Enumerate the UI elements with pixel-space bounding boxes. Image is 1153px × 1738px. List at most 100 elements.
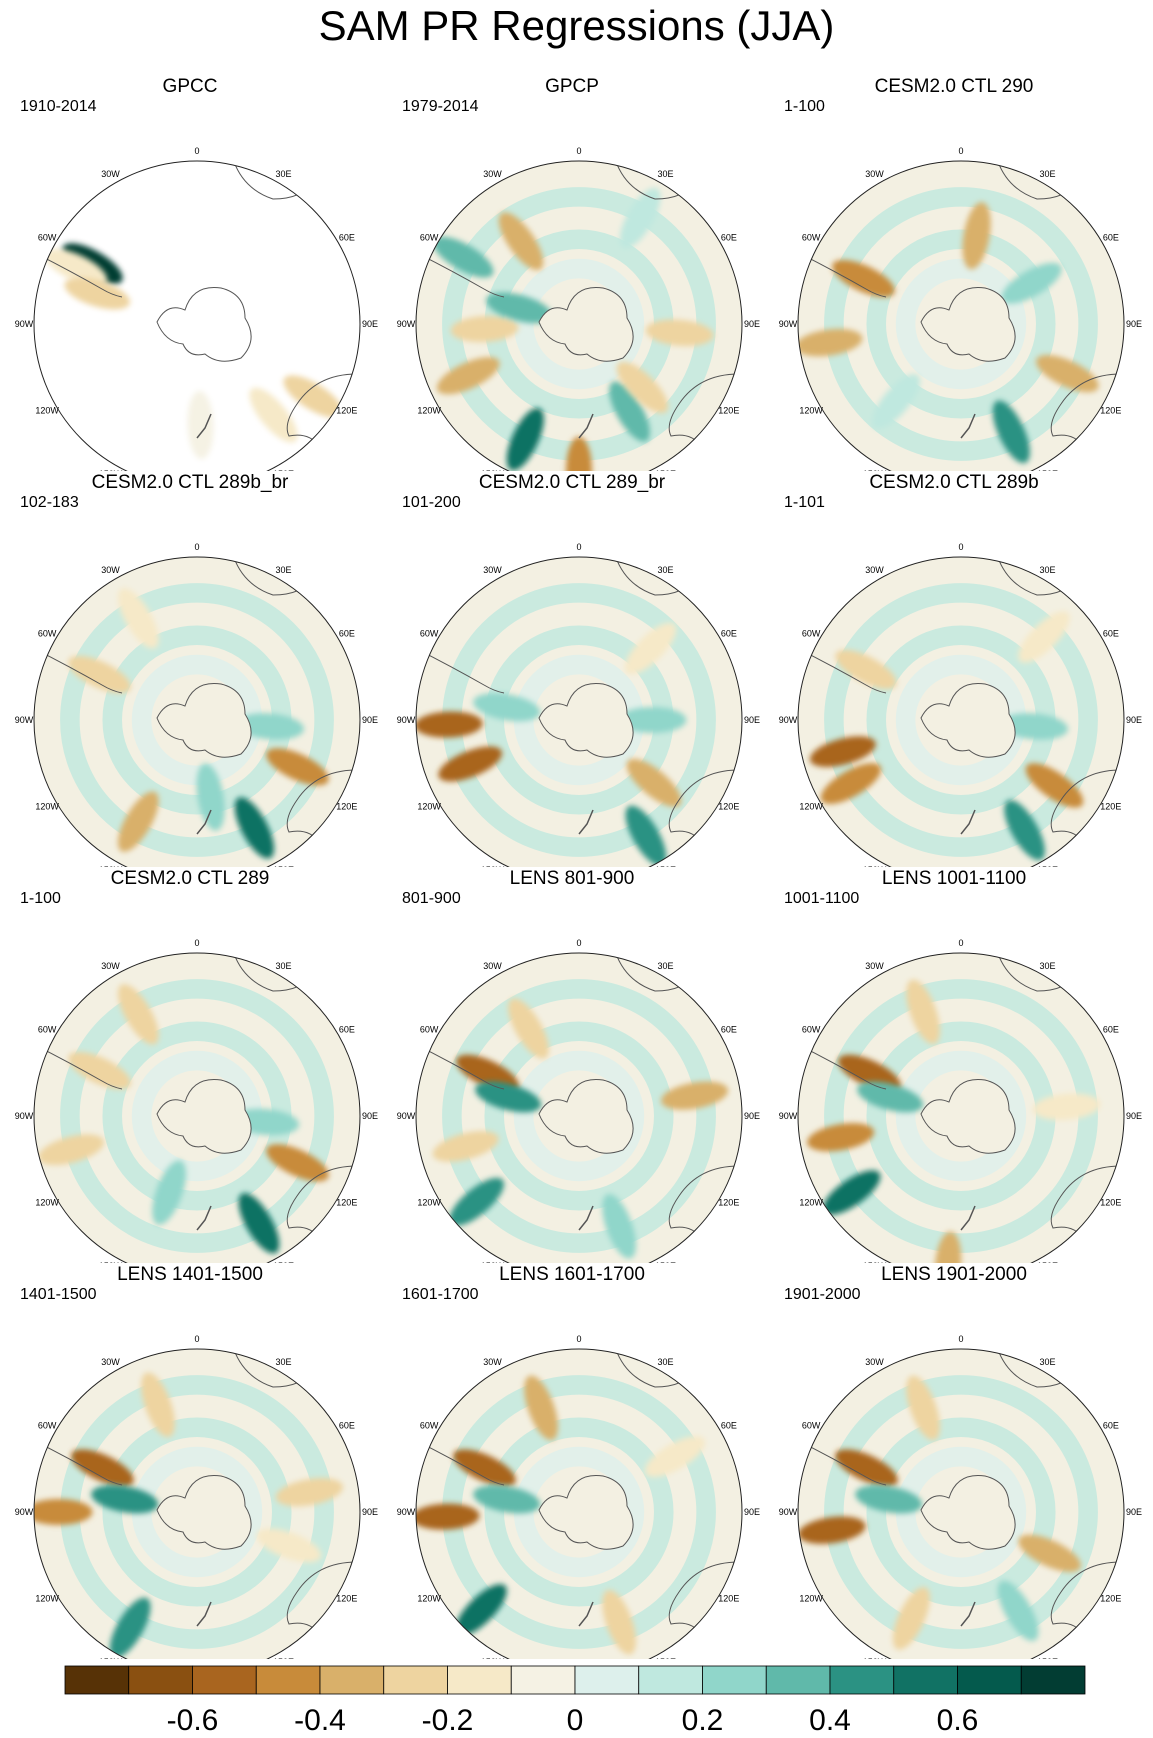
anomaly-patch: [602, 1590, 637, 1655]
map-panel: 030E60E90E120E150E180150W120W90W60W30WGP…: [0, 76, 380, 471]
south-america-outline: [798, 1436, 887, 1486]
antarctica-outline: [920, 1078, 1016, 1154]
longitude-label: 120W: [35, 1198, 59, 1208]
anomaly-patch: [91, 1485, 159, 1514]
anomaly-patch: [892, 1587, 930, 1650]
longitude-label: 0: [576, 1334, 581, 1344]
longitude-label: 120E: [336, 406, 357, 416]
new-zealand-outline: [578, 1601, 594, 1627]
antarctica-outline: [538, 1474, 634, 1550]
anomaly-band: [60, 979, 334, 1253]
anomaly-patch: [809, 736, 876, 767]
longitude-label: 120W: [35, 802, 59, 812]
anomaly-patch: [34, 1499, 93, 1525]
anomaly-patch: [68, 1051, 131, 1090]
south-america-outline: [34, 644, 123, 694]
anomaly-patch: [857, 1081, 924, 1113]
longitude-label: 90W: [397, 1507, 416, 1517]
longitude-label: 60E: [339, 233, 355, 243]
longitude-label: 0: [576, 542, 581, 552]
longitude-label: 30E: [657, 1357, 673, 1367]
longitude-label: 60E: [1103, 1421, 1119, 1431]
longitude-label: 60E: [1103, 629, 1119, 639]
longitude-label: 150E: [1037, 1261, 1058, 1263]
panel-title: CESM2.0 CTL 289_br: [478, 472, 666, 493]
longitude-label: 60E: [1103, 233, 1119, 243]
anomaly-patch: [432, 1131, 499, 1162]
anomaly-patch: [498, 212, 544, 271]
longitude-label: 120W: [35, 1594, 59, 1604]
anomaly-patch: [645, 319, 714, 347]
longitude-label: 60E: [339, 1025, 355, 1035]
anomaly-patch: [450, 315, 519, 343]
colorbar-box: [255, 1665, 321, 1695]
anomaly-patch: [44, 248, 108, 287]
longitude-label: 150E: [273, 1261, 294, 1263]
antarctica-outline: [538, 286, 634, 362]
map-panel: 030E60E90E120E150E180150W120W90W60W30WCE…: [382, 472, 762, 867]
panel-title: GPCP: [545, 76, 599, 97]
map-panel: 030E60E90E120E150E180150W120W90W60W30WCE…: [764, 76, 1144, 471]
longitude-label: 120W: [799, 802, 823, 812]
antarctica-outline: [156, 1078, 252, 1154]
colorbar-box: [638, 1665, 703, 1695]
panel-period: 1-100: [20, 890, 61, 907]
anomaly-patch: [835, 649, 897, 690]
longitude-label: 120E: [718, 406, 739, 416]
anomaly-patch: [835, 1449, 898, 1487]
longitude-label: 0: [194, 146, 199, 156]
longitude-label: 0: [958, 146, 963, 156]
panel-period: 1-101: [784, 494, 825, 511]
map-panel: 030E60E90E120E150E180150W120W90W60W30WLE…: [0, 1264, 380, 1659]
anomaly-patch: [266, 1144, 329, 1182]
anomaly-patch: [152, 1160, 186, 1225]
anomaly-band: [484, 1417, 674, 1607]
anomaly-patch: [249, 387, 298, 443]
anomaly-patch: [416, 1503, 480, 1530]
panel-period: 1979-2014: [402, 98, 479, 115]
south-america-outline: [34, 248, 123, 298]
panel-title: LENS 1901-2000: [881, 1264, 1027, 1285]
map-border: [33, 1348, 361, 1659]
anomaly-patch: [436, 357, 500, 395]
longitude-label: 0: [958, 938, 963, 948]
panel-period: 102-183: [20, 494, 79, 511]
panel-title: CESM2.0 CTL 290: [874, 76, 1034, 97]
longitude-label: 60E: [339, 629, 355, 639]
polar-map: 030E60E90E120E150E180150W120W90W60W30W: [779, 1334, 1142, 1659]
longitude-label: 30W: [101, 169, 120, 179]
longitude-label: 60W: [420, 629, 439, 639]
map-border: [33, 160, 361, 471]
longitude-label: 60W: [420, 233, 439, 243]
new-zealand-outline: [960, 809, 976, 835]
anomaly-patch: [196, 763, 225, 831]
longitude-label: 60E: [1103, 1025, 1119, 1035]
new-zealand-outline: [196, 1601, 212, 1627]
panel-title: LENS 801-900: [509, 868, 635, 889]
longitude-label: 120E: [718, 802, 739, 812]
longitude-label: 60W: [38, 233, 57, 243]
south-america-outline: [798, 644, 887, 694]
antarctica-outline: [920, 286, 1016, 362]
anomaly-patch: [832, 259, 895, 298]
colorbar-tick-label: -0.6: [167, 1704, 219, 1737]
anomaly-band: [866, 1417, 1056, 1607]
longitude-label: 30E: [1039, 565, 1055, 575]
longitude-label: 60E: [339, 1421, 355, 1431]
anomaly-patch: [906, 979, 940, 1045]
polar-map: 030E60E90E120E150E180150W120W90W60W30W: [779, 938, 1142, 1263]
anomaly-patch: [798, 1516, 866, 1544]
anomaly-patch: [872, 374, 921, 429]
longitude-label: 90E: [1126, 1111, 1142, 1121]
longitude-label: 120E: [336, 802, 357, 812]
longitude-label: 120W: [417, 802, 441, 812]
south-america-outline: [34, 1436, 123, 1486]
map-border: [415, 556, 743, 867]
longitude-label: 90E: [362, 319, 378, 329]
map-panel: 030E60E90E120E150E180150W120W90W60W30WCE…: [0, 472, 380, 867]
longitude-label: 90W: [779, 1507, 798, 1517]
colorbar-box: [893, 1665, 958, 1695]
panel-period: 1901-2000: [784, 1286, 861, 1303]
south-america-outline: [416, 248, 505, 298]
anomaly-patch: [71, 1449, 134, 1487]
